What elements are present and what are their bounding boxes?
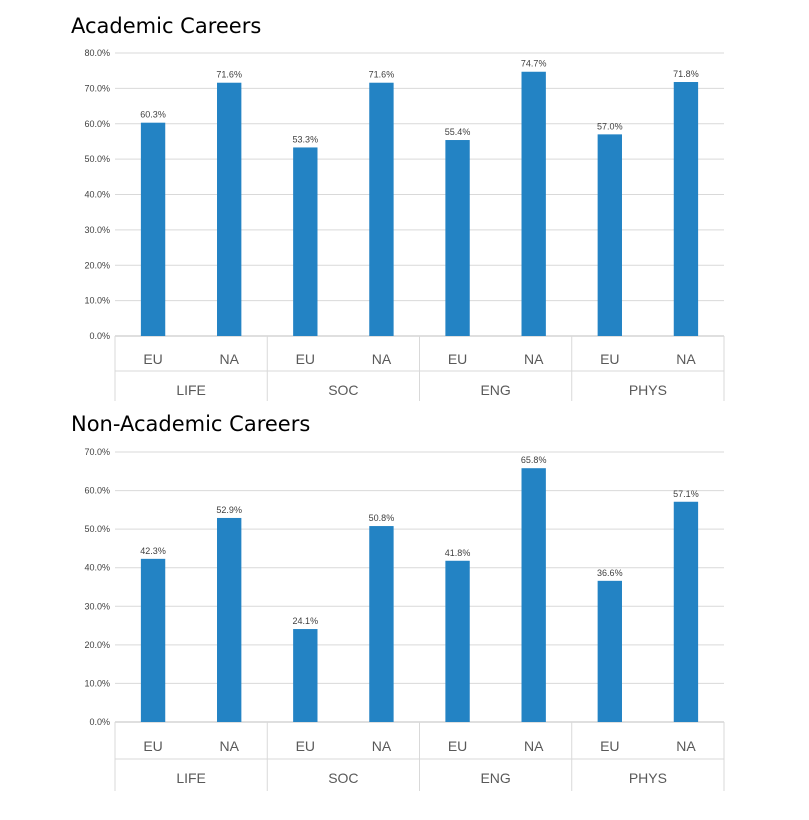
bar: [293, 629, 318, 722]
data-label: 65.8%: [521, 455, 547, 465]
bar: [445, 140, 470, 336]
x-category-label: EU: [600, 351, 619, 367]
x-group-label: LIFE: [176, 770, 206, 786]
bar: [140, 122, 166, 336]
y-tick-label: 70.0%: [84, 83, 110, 93]
y-tick-label: 60.0%: [84, 119, 110, 129]
x-category-label: NA: [676, 351, 696, 367]
chart-title: Academic Careers: [71, 14, 262, 38]
bar: [521, 71, 546, 336]
data-label: 50.8%: [369, 513, 395, 523]
x-category-label: NA: [676, 738, 696, 754]
y-tick-label: 10.0%: [84, 678, 110, 688]
data-label: 60.3%: [140, 110, 166, 120]
data-label: 36.6%: [597, 568, 623, 578]
data-label: 53.3%: [293, 134, 319, 144]
y-tick-label: 40.0%: [84, 190, 110, 200]
x-category-label: NA: [372, 738, 392, 754]
y-tick-label: 30.0%: [84, 225, 110, 235]
bar: [293, 147, 318, 336]
y-tick-label: 10.0%: [84, 296, 110, 306]
y-tick-label: 0.0%: [89, 331, 110, 341]
x-category-label: EU: [143, 738, 162, 754]
x-group-label: LIFE: [176, 382, 206, 398]
x-category-label: EU: [448, 351, 467, 367]
x-category-label: EU: [143, 351, 162, 367]
data-label: 42.3%: [140, 546, 166, 556]
y-tick-label: 30.0%: [84, 601, 110, 611]
y-tick-label: 70.0%: [84, 447, 110, 457]
x-category-label: EU: [448, 738, 467, 754]
academic-careers-chart: Academic Careers 0.0% 10.0% 20.0% 30.0% 40.0…: [0, 0, 809, 405]
x-group-label: ENG: [480, 382, 510, 398]
bar: [369, 526, 394, 722]
non-academic-careers-plot: 0.0% 10.0% 20.0% 30.0% 40.0% 50.0% 60.0% 70.0% 4…: [84, 447, 725, 791]
bar: [673, 82, 699, 336]
y-tick-label: 60.0%: [84, 486, 110, 496]
x-category-label: NA: [219, 351, 239, 367]
x-category-label: NA: [372, 351, 392, 367]
y-tick-label: 80.0%: [84, 48, 110, 58]
data-label: 24.1%: [293, 616, 319, 626]
x-group-label: SOC: [328, 382, 358, 398]
bar: [673, 501, 699, 722]
x-group-label: PHYS: [629, 770, 667, 786]
data-label: 41.8%: [445, 548, 471, 558]
bar: [140, 558, 166, 722]
y-tick-label: 0.0%: [89, 717, 110, 727]
y-tick-label: 20.0%: [84, 640, 110, 650]
data-label: 74.7%: [521, 59, 547, 69]
x-category-label: EU: [296, 738, 315, 754]
academic-careers-plot: 0.0% 10.0% 20.0% 30.0% 40.0% 50.0% 60.0% 70.0% 8…: [84, 48, 725, 401]
data-label: 55.4%: [445, 127, 471, 137]
bar: [217, 82, 242, 336]
x-category-label: NA: [219, 738, 239, 754]
bar: [597, 580, 622, 722]
x-group-label: ENG: [480, 770, 510, 786]
x-category-label: NA: [524, 738, 544, 754]
x-group-label: PHYS: [629, 382, 667, 398]
bar: [369, 82, 394, 336]
x-category-label: NA: [524, 351, 544, 367]
x-category-label: EU: [600, 738, 619, 754]
bar: [445, 560, 470, 722]
y-tick-label: 50.0%: [84, 154, 110, 164]
non-academic-careers-chart: Non-Academic Careers 0.0% 10.0% 20.0% 30.0%…: [0, 405, 809, 820]
chart-title: Non-Academic Careers: [71, 412, 311, 436]
x-category-label: EU: [296, 351, 315, 367]
x-group-label: SOC: [328, 770, 358, 786]
bar: [217, 517, 242, 722]
y-tick-label: 50.0%: [84, 524, 110, 534]
y-tick-label: 40.0%: [84, 563, 110, 573]
bar: [521, 468, 546, 722]
y-tick-label: 20.0%: [84, 260, 110, 270]
bar: [597, 134, 622, 336]
data-label: 57.1%: [673, 489, 699, 499]
data-label: 71.6%: [216, 70, 242, 80]
data-label: 57.0%: [597, 121, 623, 131]
data-label: 52.9%: [216, 505, 242, 515]
data-label: 71.8%: [673, 69, 699, 79]
data-label: 71.6%: [369, 70, 395, 80]
